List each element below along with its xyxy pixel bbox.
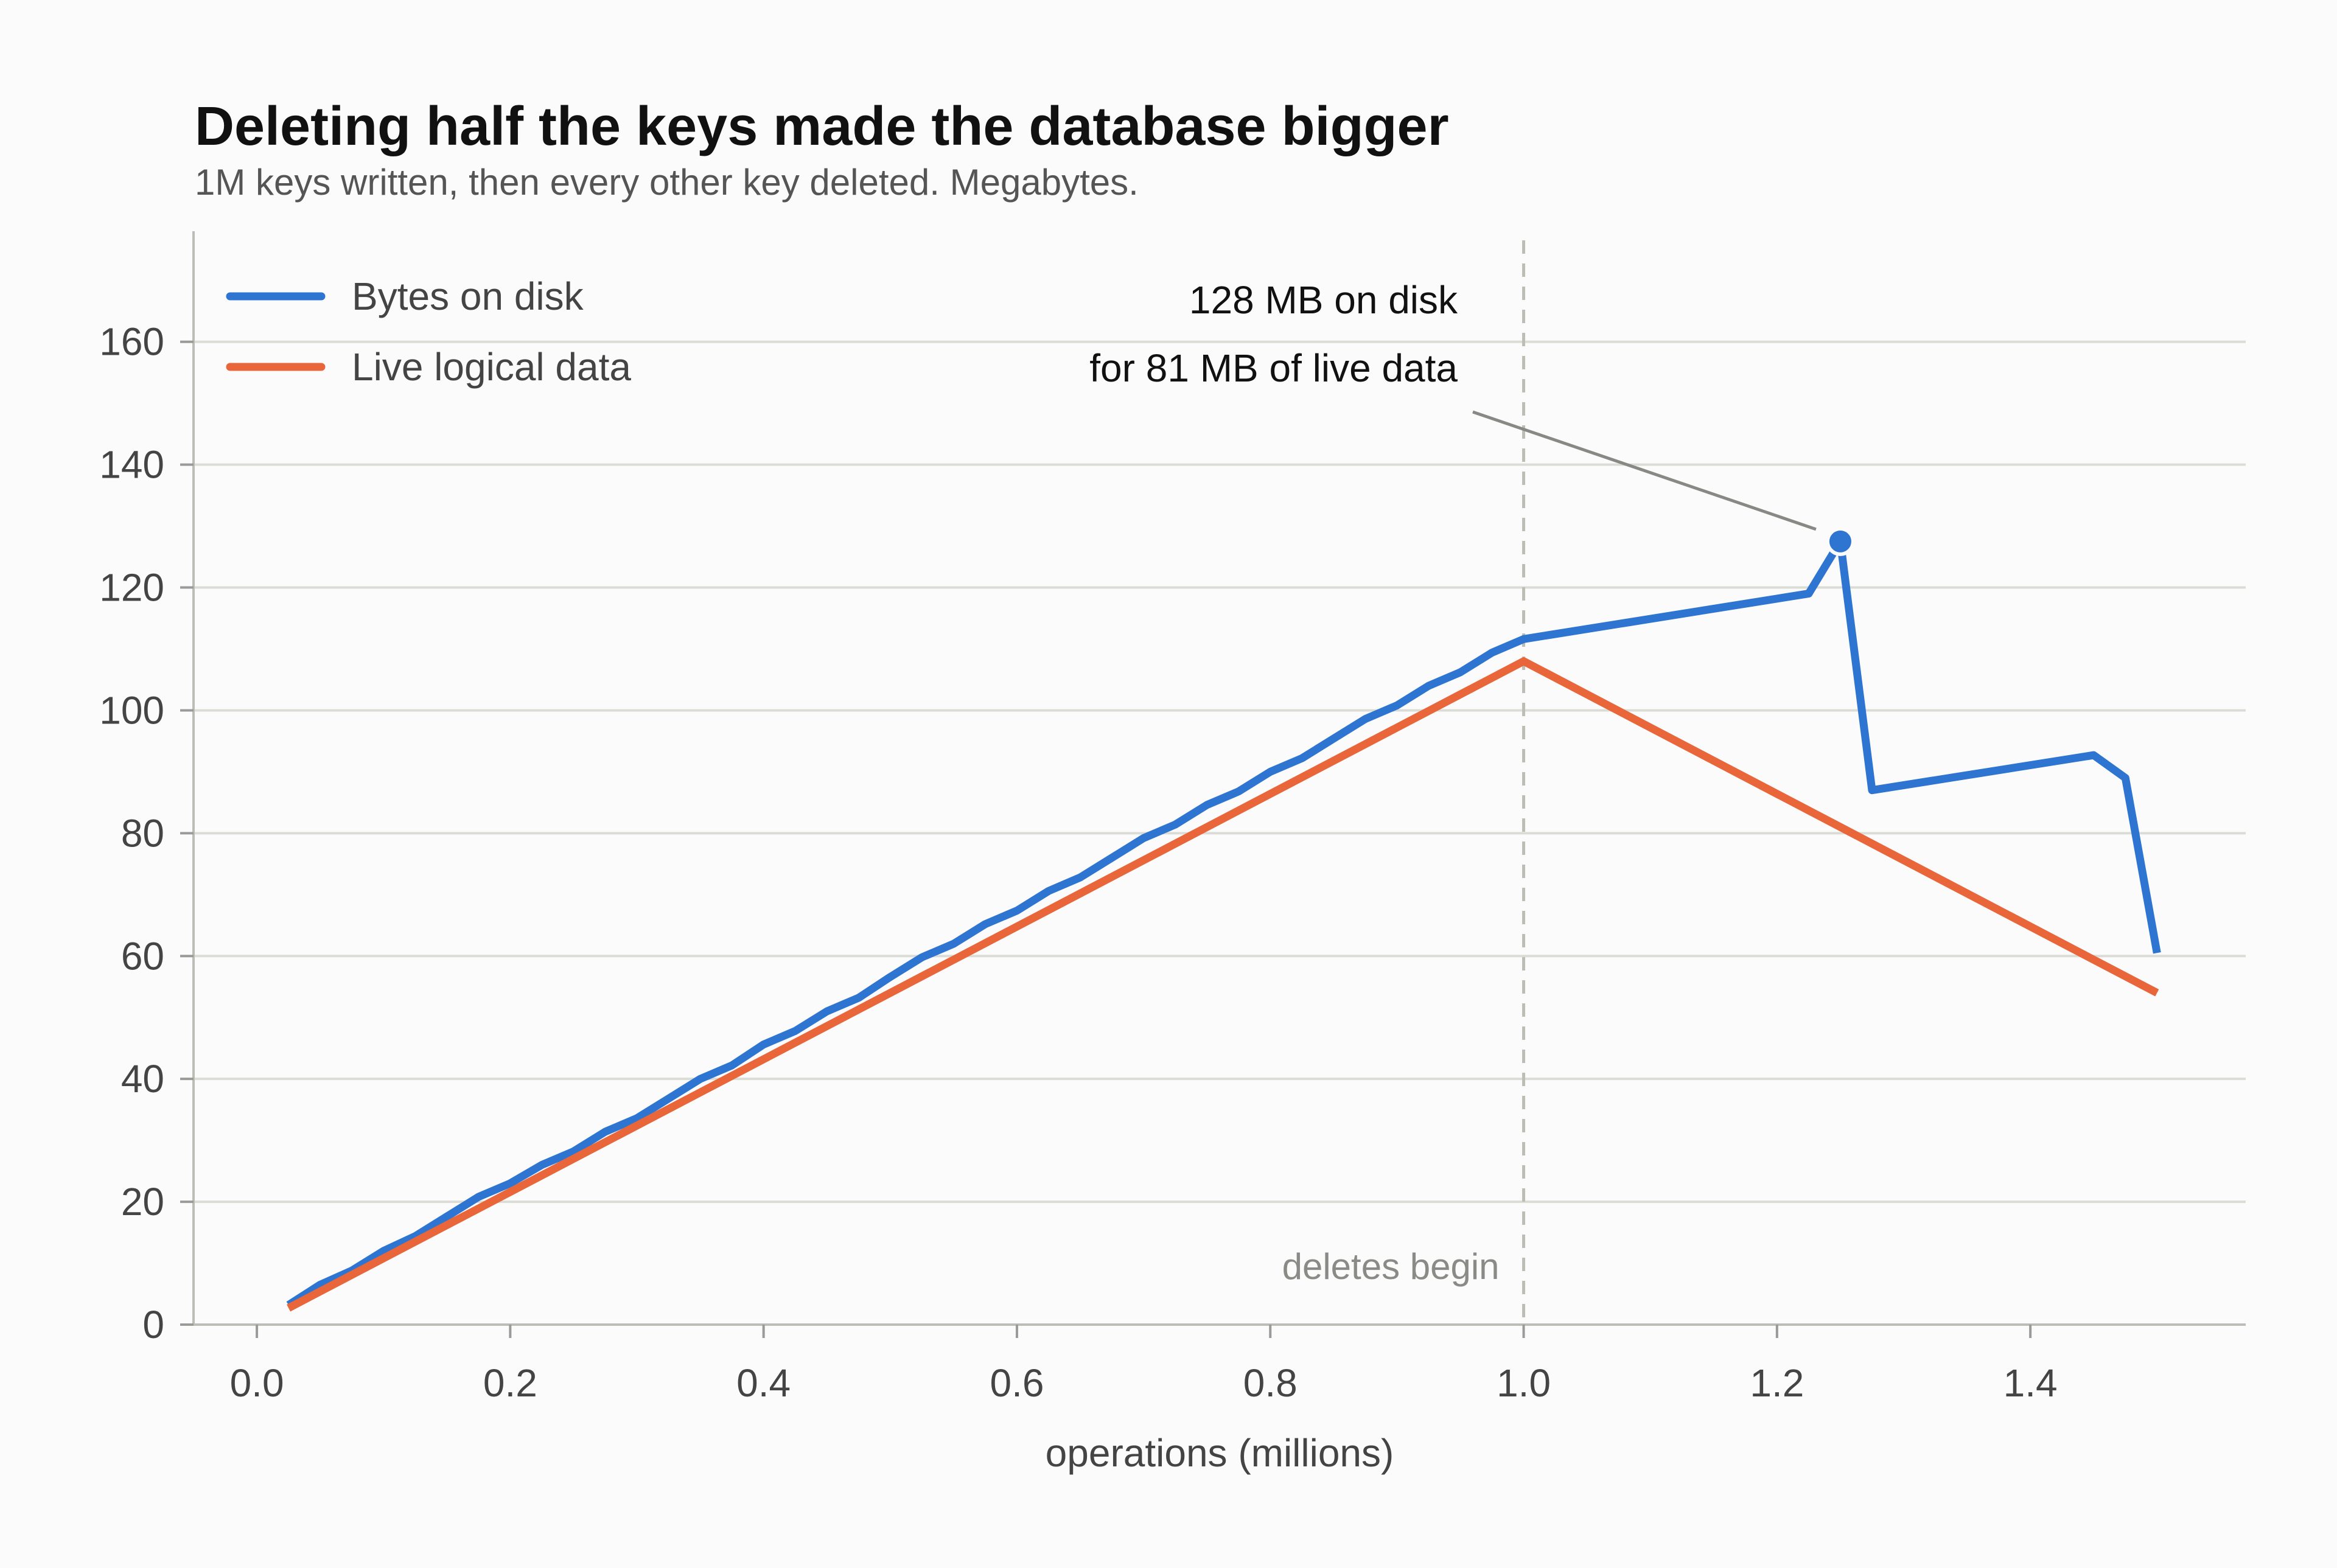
y-axis-ticks: 0 20 40 60 80 100 120 140 160 <box>99 320 194 1347</box>
x-axis-ticks: 0.0 0.2 0.4 0.6 0.8 1.0 1.2 1.4 <box>230 1325 2058 1405</box>
reference-line-group: deletes begin <box>1282 240 1526 1325</box>
y-tick-label: 60 <box>121 934 164 978</box>
legend-label: Live logical data <box>352 345 631 389</box>
y-tick-label: 80 <box>121 811 164 855</box>
x-tick-label: 1.4 <box>2003 1361 2058 1405</box>
annotation-text: 128 MB on disk <box>1189 278 1458 322</box>
y-tick-label: 140 <box>99 443 164 487</box>
y-tick-label: 40 <box>121 1057 164 1101</box>
chart-subtitle: 1M keys written, then every other key de… <box>195 162 1139 203</box>
x-tick-label: 1.2 <box>1750 1361 1804 1405</box>
series-line-bytes-on-disk <box>286 537 2161 1309</box>
x-tick-label: 0.0 <box>230 1361 284 1405</box>
y-tick-label: 160 <box>99 320 164 364</box>
gridlines <box>194 340 2246 1204</box>
highlight-point <box>1825 526 1855 556</box>
x-tick-label: 0.4 <box>736 1361 791 1405</box>
x-tick-label: 0.6 <box>990 1361 1044 1405</box>
annotation-text: for 81 MB of live data <box>1089 346 1458 390</box>
y-tick-label: 0 <box>142 1303 164 1347</box>
x-tick-label: 0.2 <box>483 1361 537 1405</box>
annotation-leader-line <box>1472 410 1817 531</box>
reference-line-label: deletes begin <box>1282 1246 1500 1287</box>
legend: Bytes on disk Live logical data <box>226 274 631 389</box>
x-axis-label: operations (millions) <box>1046 1431 1394 1475</box>
annotation-group: 128 MB on disk for 81 MB of live data <box>1089 278 1855 556</box>
chart-title: Deleting half the keys made the database… <box>195 96 1449 157</box>
legend-label: Bytes on disk <box>352 274 584 318</box>
x-tick-label: 1.0 <box>1497 1361 1551 1405</box>
series-line-live-logical-data <box>287 657 2159 1312</box>
y-tick-label: 20 <box>121 1180 164 1224</box>
y-tick-label: 100 <box>99 688 164 732</box>
y-tick-label: 120 <box>99 566 164 610</box>
series-group <box>286 537 2161 1312</box>
x-tick-label: 0.8 <box>1243 1361 1298 1405</box>
